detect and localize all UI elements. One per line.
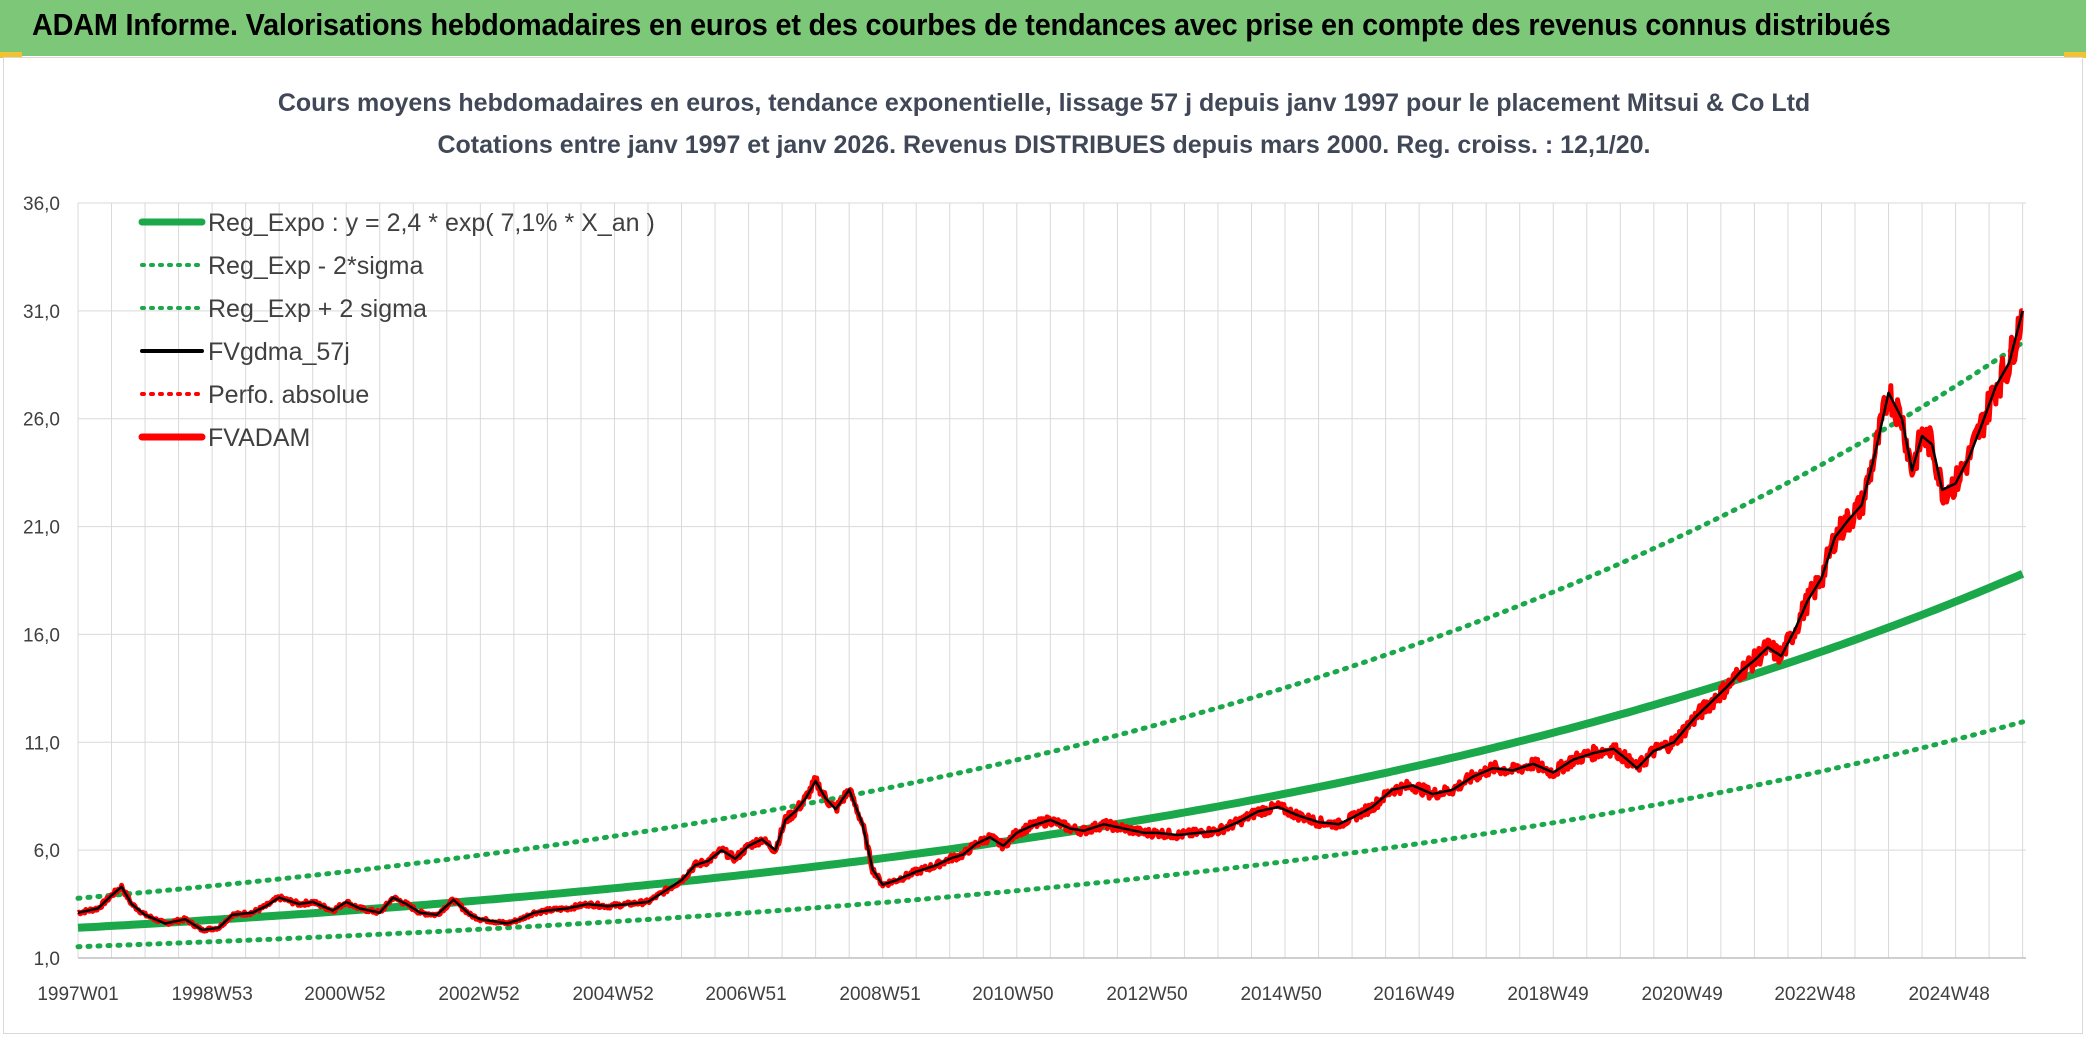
reg-exp-plus-2sigma-line [75, 340, 2026, 901]
x-tick-label: 2018W49 [1507, 984, 1588, 1005]
y-tick-label: 6,0 [34, 841, 60, 862]
legend-label-perfo: Perfo. absolue [208, 381, 369, 409]
y-axis-ticks: 1,0 6,0 11,0 16,0 21,0 26,0 31,0 36,0 [23, 194, 60, 970]
y-tick-label: 21,0 [23, 518, 60, 539]
reg-expo-line [77, 570, 2025, 932]
x-tick-label: 2016W49 [1373, 984, 1454, 1005]
legend-label-fvgdma: FVgdma_57j [208, 338, 350, 366]
fvgdma-57j-line [77, 310, 2024, 932]
legend-label-reg_plus: Reg_Exp + 2 sigma [208, 295, 427, 323]
x-tick-label: 2006W51 [705, 984, 786, 1005]
x-tick-label: 2012W50 [1106, 984, 1187, 1005]
report-banner: ADAM Informe. Valorisations hebdomadaire… [0, 0, 2086, 56]
x-tick-label: 2004W52 [572, 984, 653, 1005]
y-tick-label: 36,0 [23, 194, 60, 215]
legend-label-fvadam: FVADAM [208, 424, 310, 452]
legend: Reg_Expo : y = 2,4 * exp( 7,1% * X_an ) R… [138, 209, 655, 452]
legend-label-reg_minus: Reg_Exp - 2*sigma [208, 252, 423, 280]
y-tick-label: 31,0 [23, 302, 60, 323]
x-tick-label: 1997W01 [37, 984, 118, 1005]
x-tick-label: 2008W51 [839, 984, 920, 1005]
x-tick-label: 2020W49 [1642, 984, 1723, 1005]
x-tick-label: 2024W48 [1908, 984, 1989, 1005]
y-tick-label: 1,0 [34, 949, 60, 970]
y-tick-label: 26,0 [23, 410, 60, 431]
x-tick-label: 2010W50 [972, 984, 1053, 1005]
x-axis-ticks: 1997W01 1998W53 2000W52 2002W52 2004W52 2006W… [37, 984, 1989, 1005]
corner-accent-right [2064, 52, 2086, 58]
legend-label-reg_expo: Reg_Expo : y = 2,4 * exp( 7,1% * X_an ) [208, 209, 655, 237]
x-tick-label: 2002W52 [438, 984, 519, 1005]
y-tick-label: 11,0 [24, 733, 60, 754]
chart-subtitle: Cotations entre janv 1997 et janv 2026. … [437, 131, 1650, 159]
x-tick-label: 2014W50 [1240, 984, 1321, 1005]
reg-exp-minus-2sigma-line [75, 719, 2026, 950]
y-tick-label: 16,0 [23, 625, 60, 646]
chart-title: Cours moyens hebdomadaires en euros, ten… [278, 89, 1810, 117]
fvadam-line [76, 308, 2024, 934]
x-tick-label: 2022W48 [1774, 984, 1855, 1005]
report-title: ADAM Informe. Valorisations hebdomadaire… [32, 7, 1891, 42]
series-group [75, 308, 2026, 950]
x-tick-label: 1998W53 [171, 984, 252, 1005]
x-tick-label: 2000W52 [304, 984, 385, 1005]
corner-accent-left [0, 52, 22, 58]
chart-frame [3, 57, 2083, 1034]
